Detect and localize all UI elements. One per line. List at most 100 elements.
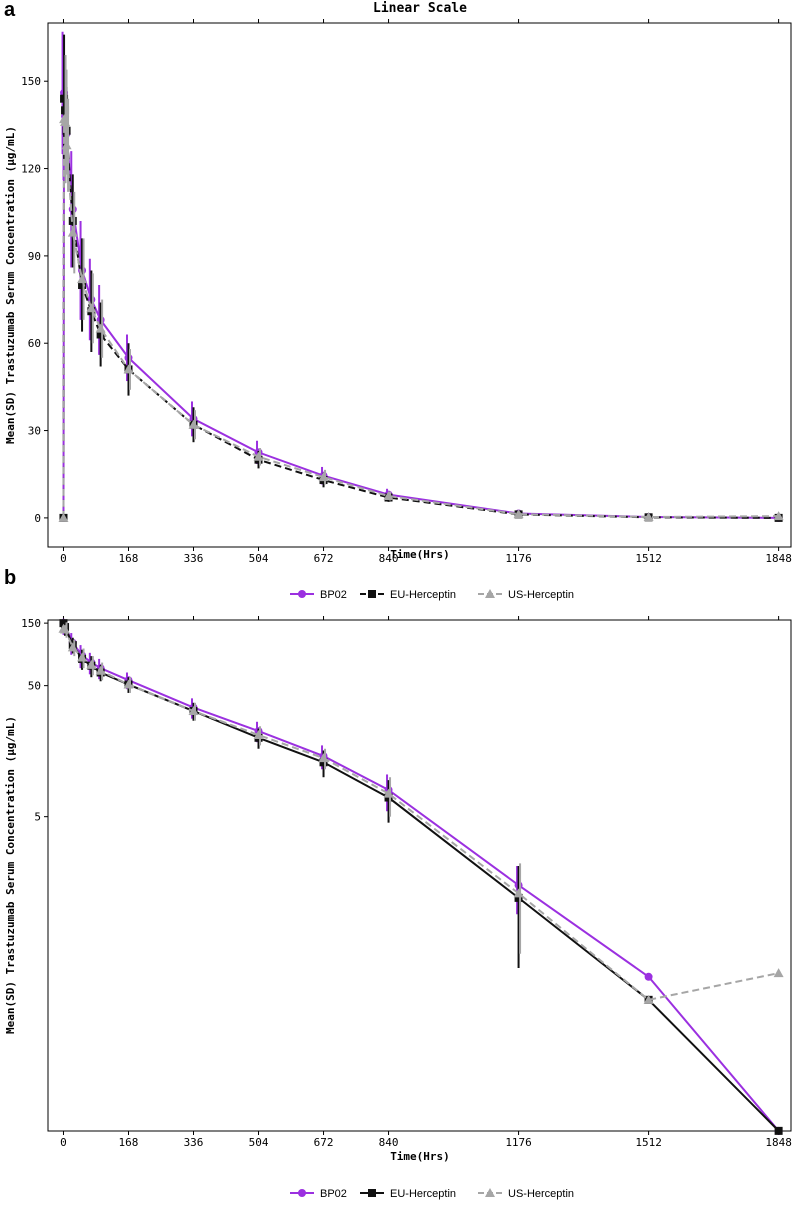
panel-b-y-label: Mean(SD) Trastuzumab Serum Concentration… [4,716,17,1034]
panel-b-y-ticks: 5 50 150 [21,617,48,824]
b-point-2-1 [60,624,71,634]
b-line-eu-herceptin [62,622,780,1132]
a-point-2-15 [773,511,784,521]
b-legend-marker-0 [298,1189,306,1197]
b-point-2-2 [67,642,78,652]
b-x-tick-label-7: 1512 [635,1136,662,1149]
b-x-tick-label-4: 672 [314,1136,334,1149]
panel-a-title: Linear Scale [373,1,467,16]
b-point-2-10 [383,788,394,798]
b-y-tick-label-1: 50 [28,680,41,693]
b-x-tick-label-8: 1848 [765,1136,792,1149]
a-x-tick-label-4: 672 [314,552,334,565]
a-legend-label-2: US-Herceptin [508,589,574,601]
b-point-0-12 [644,972,653,981]
b-point-1-11 [514,893,523,902]
a-line-us-herceptin [62,118,779,519]
a-point-2-11 [318,472,329,482]
a-point-2-5 [77,274,88,284]
a-point-2-13 [513,509,524,519]
panel-a-plot-border [47,22,792,548]
a-series-bp02 [59,31,783,522]
a-y-tick-label-5: 150 [21,75,41,88]
b-point-2-11 [513,888,524,898]
b-point-2-7 [188,706,199,716]
b-point-2-12 [643,994,654,1004]
b-x-tick-label-6: 1176 [505,1136,532,1149]
b-point-1-13 [774,1126,783,1135]
a-y-tick-label-4: 120 [21,163,41,176]
b-series-bp02 [59,618,783,1135]
a-x-tick-label-7: 1512 [635,552,662,565]
panel-b-x-label: Time(Hrs) [390,1150,450,1163]
panel-b-series [58,618,784,1135]
a-point-2-4 [67,227,78,237]
a-y-tick-label-1: 30 [28,425,41,438]
b-legend-label-2: US-Herceptin [508,1188,574,1200]
a-point-2-9 [188,419,199,429]
b-x-tick-label-1: 168 [119,1136,139,1149]
panel-b-label: b [4,567,16,589]
a-legend-label-0: BP02 [320,589,347,601]
a-point-2-3 [61,140,72,150]
a-point-2-10 [253,451,264,461]
panel-b-legend: BP02 EU-Herceptin US-Herceptin [290,1188,574,1200]
a-legend-marker-1 [368,590,376,598]
panel-a-label: a [4,0,16,21]
a-legend-marker-2 [485,589,495,598]
b-line-bp02 [62,622,780,1132]
panel-b-x-ticks: 0 168 336 504 672 840 1176 1512 1848 [60,616,792,1149]
a-point-2-8 [123,364,134,374]
a-series-eu-herceptin [59,34,783,522]
b-x-tick-label-0: 0 [60,1136,67,1149]
panel-a-y-label: Mean(SD) Trastuzumab Serum Concentration… [4,126,17,444]
a-point-2-2 [60,116,71,126]
panel-a-x-label: Time(Hrs) [390,548,450,561]
b-legend-label-1: EU-Herceptin [390,1188,456,1200]
b-legend-marker-2 [485,1188,495,1197]
b-x-tick-label-5: 840 [379,1136,399,1149]
b-point-2-8 [253,730,264,740]
a-y-tick-label-3: 90 [28,250,41,263]
a-legend-marker-0 [298,590,306,598]
b-point-2-3 [77,652,88,662]
b-point-2-6 [123,679,134,689]
a-line-eu-herceptin [62,98,779,519]
b-legend-marker-1 [368,1189,376,1197]
a-point-2-6 [86,303,97,313]
a-point-2-12 [383,491,394,501]
a-x-tick-label-2: 336 [184,552,204,565]
a-x-tick-label-5: 840 [379,552,399,565]
b-legend-label-0: BP02 [320,1188,347,1200]
a-point-2-14 [643,512,654,522]
b-x-tick-label-3: 504 [249,1136,269,1149]
b-point-2-13 [773,968,784,978]
b-y-tick-label-2: 150 [21,617,41,630]
a-x-tick-label-6: 1176 [505,552,532,565]
a-series-us-herceptin [58,55,784,522]
b-series-us-herceptin [58,622,784,1004]
panel-a-legend: BP02 EU-Herceptin US-Herceptin [290,589,574,601]
a-x-tick-label-3: 504 [249,552,269,565]
b-x-tick-label-2: 336 [184,1136,204,1149]
a-legend-label-1: EU-Herceptin [390,589,456,601]
b-y-tick-label-0: 5 [34,811,41,824]
a-line-bp02 [62,92,779,519]
a-point-1-5 [78,281,87,289]
a-y-tick-label-0: 0 [34,512,41,525]
a-point-2-0 [58,512,69,522]
a-x-tick-label-1: 168 [119,552,139,565]
panel-a-y-ticks: 0 30 60 90 120 150 [21,75,48,525]
a-point-1-7 [96,330,105,339]
panel-a-x-ticks: 0 168 336 504 672 840 1176 1512 1848 [60,19,792,565]
b-point-1-9 [319,758,328,767]
panel-a: a Linear Scale 0 168 336 504 672 840 1176 1512 1… [4,0,792,601]
a-point-1-1 [60,94,69,103]
panel-b: b 0 168 336 504 672 840 1176 1512 1848 5 50 150 Ti… [4,567,792,1200]
panel-b-plot-border [47,619,792,1132]
a-x-tick-label-0: 0 [60,552,67,565]
b-point-2-4 [86,659,97,669]
a-point-2-7 [95,323,106,333]
panel-a-series [58,31,784,522]
